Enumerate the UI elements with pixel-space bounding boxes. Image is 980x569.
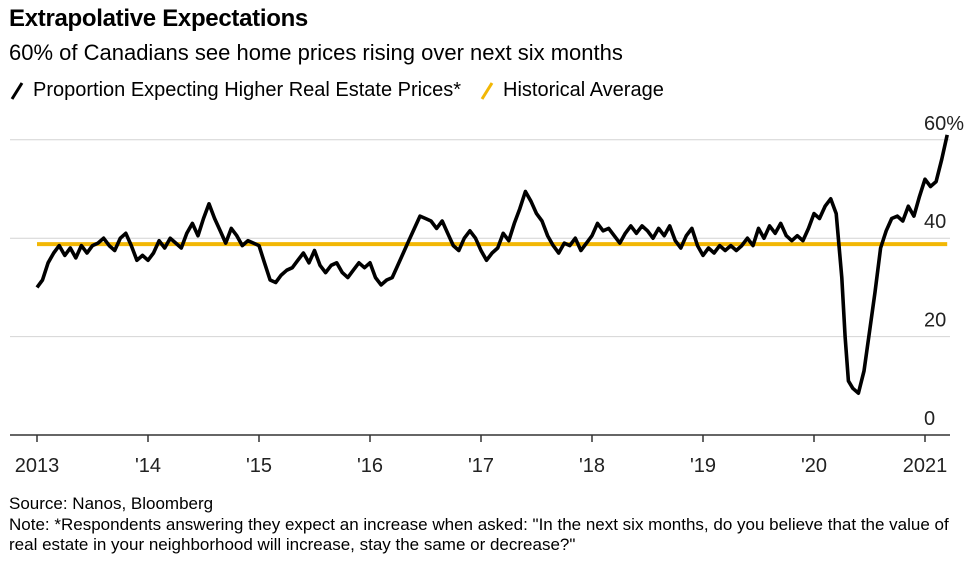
legend-item-historical-average: Historical Average — [479, 79, 664, 102]
x-tick-label-2014: '14 — [135, 455, 161, 477]
chart-subtitle: 60% of Canadians see home prices rising … — [9, 40, 623, 65]
y-tick-label-40: 40 — [924, 211, 946, 233]
legend-label-proportion: Proportion Expecting Higher Real Estate … — [33, 79, 461, 101]
x-tick-label-2019: '19 — [690, 455, 716, 477]
source-note: Source: Nanos, Bloomberg — [9, 494, 214, 513]
legend: Proportion Expecting Higher Real Estate … — [9, 79, 682, 102]
x-tick-label-2020: '20 — [801, 455, 827, 477]
y-tick-label-20: 20 — [924, 310, 946, 332]
x-axis: 2013 '14 '15 '16 '17 '18 '19 '20 2021 — [10, 434, 950, 477]
legend-swatch-yellow — [480, 81, 494, 100]
x-tick-label-2015: '15 — [246, 455, 272, 477]
x-tick-label-2017: '17 — [468, 455, 494, 477]
legend-swatch-black — [10, 81, 24, 100]
series-line-proportion — [35, 134, 949, 395]
x-tick-label-2018: '18 — [579, 455, 605, 477]
legend-label-historical-average: Historical Average — [503, 79, 664, 101]
y-axis-ticks: 0 20 40 60% — [924, 113, 964, 430]
legend-item-proportion: Proportion Expecting Higher Real Estate … — [9, 79, 461, 102]
series-lines — [35, 134, 949, 395]
chart-title: Extrapolative Expectations — [9, 5, 308, 32]
x-tick-label-2021: 2021 — [903, 455, 948, 477]
footnote: Note: *Respondents answering they expect… — [9, 515, 949, 554]
x-tick-label-2016: '16 — [357, 455, 383, 477]
y-tick-label-0: 0 — [924, 408, 935, 430]
gridlines — [10, 139, 950, 338]
y-tick-label-60: 60% — [924, 113, 964, 135]
x-tick-label-2013: 2013 — [15, 455, 60, 477]
